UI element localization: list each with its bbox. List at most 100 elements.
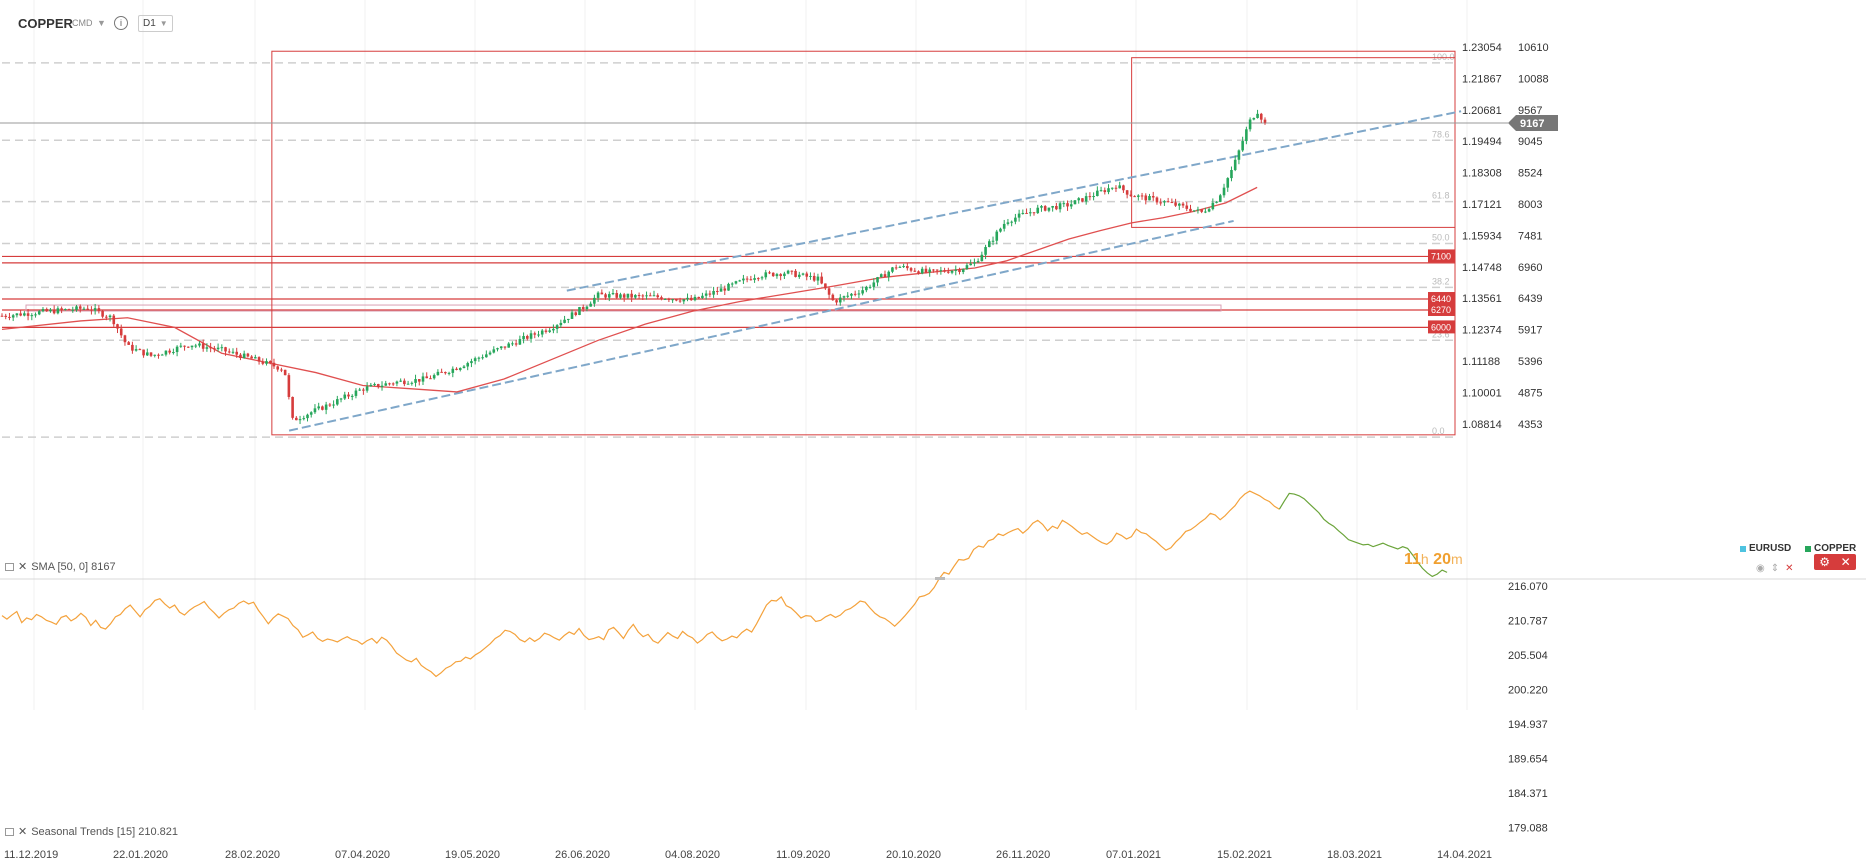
- candle-body: [1036, 207, 1040, 214]
- seasonal-indicator-label[interactable]: ✕ Seasonal Trends [15] 210.821: [5, 825, 178, 838]
- candle-body: [701, 295, 704, 299]
- level-label-text: 6000: [1431, 322, 1451, 332]
- candle-body: [291, 396, 294, 418]
- left-axis-tick: 1.17121: [1462, 199, 1502, 211]
- x-tick-label: 15.02.2021: [1217, 849, 1272, 861]
- candle-body: [764, 272, 768, 278]
- candle-body: [1047, 207, 1051, 211]
- seasonal-axis-tick: 194.937: [1508, 719, 1548, 731]
- candle-body: [611, 293, 615, 295]
- candle-body: [201, 343, 205, 349]
- main-pane: 100.0 78.6 61.8 50.0 38.2 23.6 0.0: [0, 0, 1508, 710]
- candle-body: [224, 347, 227, 352]
- candle-body: [119, 328, 123, 336]
- level-label-box: [1428, 320, 1455, 334]
- candle-body: [1166, 201, 1170, 203]
- candle-body: [1196, 209, 1200, 211]
- candle-body: [15, 313, 19, 316]
- candle-body: [790, 270, 794, 272]
- symbol-name[interactable]: COPPER: [18, 15, 73, 31]
- sort-icon[interactable]: ⇕: [1770, 563, 1780, 574]
- candle-body: [555, 325, 559, 329]
- candle-body: [786, 270, 790, 274]
- candle-body: [455, 368, 458, 370]
- candle-body: [917, 271, 920, 274]
- legend-eurusd[interactable]: EURUSD: [1740, 543, 1791, 554]
- close-icon[interactable]: ✕: [18, 561, 28, 573]
- close-icon[interactable]: ✕: [1840, 555, 1851, 569]
- candle-body: [473, 358, 477, 362]
- legend-copper-controls[interactable]: ⚙ ✕: [1814, 554, 1856, 570]
- candle-body: [526, 336, 529, 339]
- symbol-type: CMD: [72, 18, 93, 28]
- timeframe-select[interactable]: D1 ▼: [138, 15, 173, 32]
- left-axis-tick: 1.15934: [1462, 230, 1502, 242]
- candle-body: [235, 351, 239, 355]
- legend-copper[interactable]: COPPER: [1805, 543, 1856, 554]
- candle-body: [1181, 203, 1185, 206]
- candle-body: [362, 389, 365, 391]
- candle-body: [593, 297, 596, 304]
- level-label-text: 6270: [1431, 305, 1451, 315]
- candle-body: [950, 270, 954, 273]
- candle-body: [1014, 217, 1017, 222]
- candle-body: [958, 269, 961, 273]
- candle-body: [648, 295, 652, 297]
- candle-body: [250, 356, 253, 359]
- candle-body: [190, 345, 194, 348]
- candle-body: [108, 315, 112, 318]
- legend-eurusd-controls[interactable]: ◉ ⇕ ✕: [1756, 563, 1794, 574]
- candle-body: [1084, 196, 1088, 202]
- candle-body: [1192, 210, 1196, 212]
- fib-level-label: 38.2: [1432, 276, 1450, 286]
- candle-body: [324, 404, 328, 410]
- candle-body: [1032, 212, 1036, 214]
- candle-body: [436, 371, 440, 376]
- right-axis-tick: 6439: [1518, 293, 1542, 305]
- candle-body: [34, 314, 37, 316]
- candle-body: [421, 376, 425, 382]
- settings-icon[interactable]: [5, 827, 14, 836]
- chevron-down-icon[interactable]: ▼: [97, 18, 106, 28]
- candle-body: [682, 299, 686, 302]
- candle-body: [287, 375, 291, 397]
- sma-indicator-label[interactable]: ✕ SMA [50, 0] 8167: [5, 560, 116, 573]
- eye-icon[interactable]: ◉: [1756, 563, 1765, 574]
- candle-body: [328, 404, 332, 406]
- left-axis-tick: 1.21867: [1462, 73, 1502, 85]
- candle-body: [302, 418, 306, 420]
- close-icon[interactable]: ✕: [18, 826, 28, 838]
- candle-body: [716, 290, 719, 292]
- candle-body: [540, 330, 544, 335]
- candle-body: [630, 293, 633, 298]
- candle-body: [60, 308, 63, 310]
- candle-body: [667, 299, 671, 301]
- candle-body: [52, 309, 56, 314]
- candle-body: [4, 315, 8, 317]
- seasonal-axis-tick: 216.070: [1508, 581, 1548, 593]
- candle-body: [298, 419, 302, 421]
- candle-body: [947, 271, 950, 273]
- candle-body: [19, 313, 22, 316]
- sma-label-text: SMA [50, 0] 8167: [31, 560, 116, 573]
- candle-body: [309, 412, 313, 415]
- info-icon[interactable]: i: [114, 16, 128, 30]
- candle-body: [153, 354, 157, 356]
- fib-level-label: 78.6: [1432, 129, 1450, 139]
- level-label-text: 6440: [1431, 294, 1451, 304]
- candle-body: [295, 417, 298, 421]
- close-icon[interactable]: ✕: [1785, 563, 1794, 574]
- settings-icon[interactable]: [5, 562, 14, 571]
- candle-body: [1155, 197, 1159, 203]
- pane-resize-handle: [935, 577, 945, 580]
- candle-body: [227, 351, 231, 353]
- settings-icon[interactable]: ⚙: [1819, 555, 1831, 569]
- right-axis-tick: 9567: [1518, 105, 1542, 117]
- candle-body: [1058, 203, 1062, 210]
- candle-body: [607, 294, 611, 298]
- candle-body: [1237, 150, 1241, 160]
- channel-lower-line: [288, 219, 1234, 432]
- candle-body: [857, 293, 861, 295]
- candle-body: [879, 274, 883, 278]
